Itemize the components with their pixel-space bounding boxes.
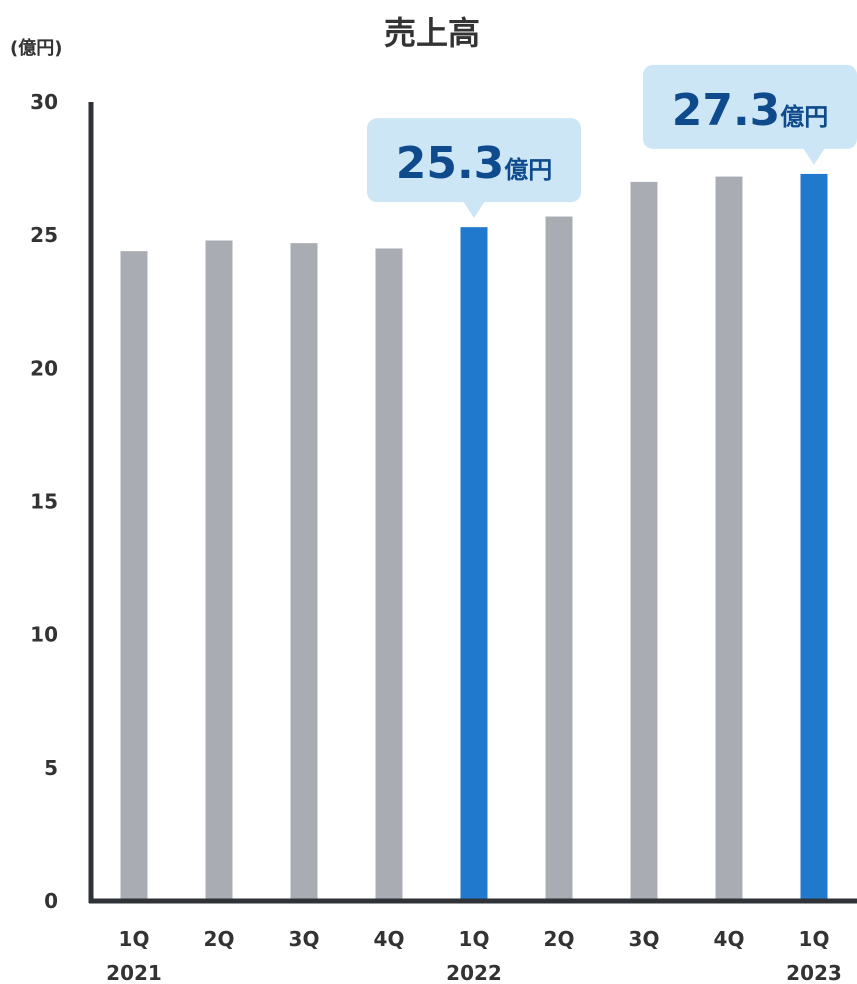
y-tick-label: 10 [30, 623, 58, 647]
x-label-layer: 1Q 2Q 3Q 4Q 1Q 2Q 3Q 4Q 1Q 2021 2022 2023 [106, 927, 842, 984]
bar [545, 216, 573, 902]
value-callout: 25.3億円 [367, 118, 581, 219]
x-tick-label: 1Q [119, 927, 150, 951]
callout-pointer [463, 201, 485, 219]
bar [715, 176, 743, 901]
bar [630, 181, 658, 901]
callout-text: 25.3億円 [396, 138, 553, 189]
bar [290, 243, 318, 901]
x-tick-label: 3Q [289, 927, 320, 951]
bar [205, 240, 233, 901]
x-tick-label: 3Q [629, 927, 660, 951]
y-tick-label: 0 [44, 889, 58, 913]
callout-pointer [803, 147, 825, 165]
bar [120, 251, 148, 901]
y-axis-unit-label: (億円) [10, 37, 62, 59]
callout-text: 27.3億円 [672, 85, 829, 136]
x-tick-label: 2Q [204, 927, 235, 951]
callout-box [367, 118, 581, 203]
chart-title: 売上高 [384, 14, 480, 52]
callout-unit: 億円 [780, 103, 828, 131]
x-tick-label: 4Q [374, 927, 405, 951]
y-tick-label: 5 [44, 756, 58, 780]
x-tick-label: 2Q [544, 927, 575, 951]
y-tick-label: 20 [30, 356, 58, 380]
y-tick-label: 15 [30, 490, 58, 514]
x-year-label: 2022 [446, 961, 502, 984]
x-year-label: 2021 [106, 961, 162, 984]
x-year-label: 2023 [786, 961, 842, 984]
y-tick-label: 25 [30, 223, 58, 247]
callout-value: 27.3 [672, 85, 781, 136]
callout-unit: 億円 [504, 156, 552, 184]
bar [375, 248, 403, 901]
callout-box [643, 64, 857, 149]
y-tick-layer: 0 5 10 15 20 25 30 [30, 90, 58, 913]
value-callout: 27.3億円 [643, 64, 857, 165]
y-tick-label: 30 [30, 90, 58, 114]
callout-value: 25.3 [396, 138, 505, 189]
bars-layer [120, 173, 828, 902]
x-tick-label: 4Q [714, 927, 745, 951]
highlighted-bar [800, 173, 828, 901]
x-tick-label: 1Q [799, 927, 830, 951]
x-tick-label: 1Q [459, 927, 490, 951]
highlighted-bar [460, 227, 488, 902]
